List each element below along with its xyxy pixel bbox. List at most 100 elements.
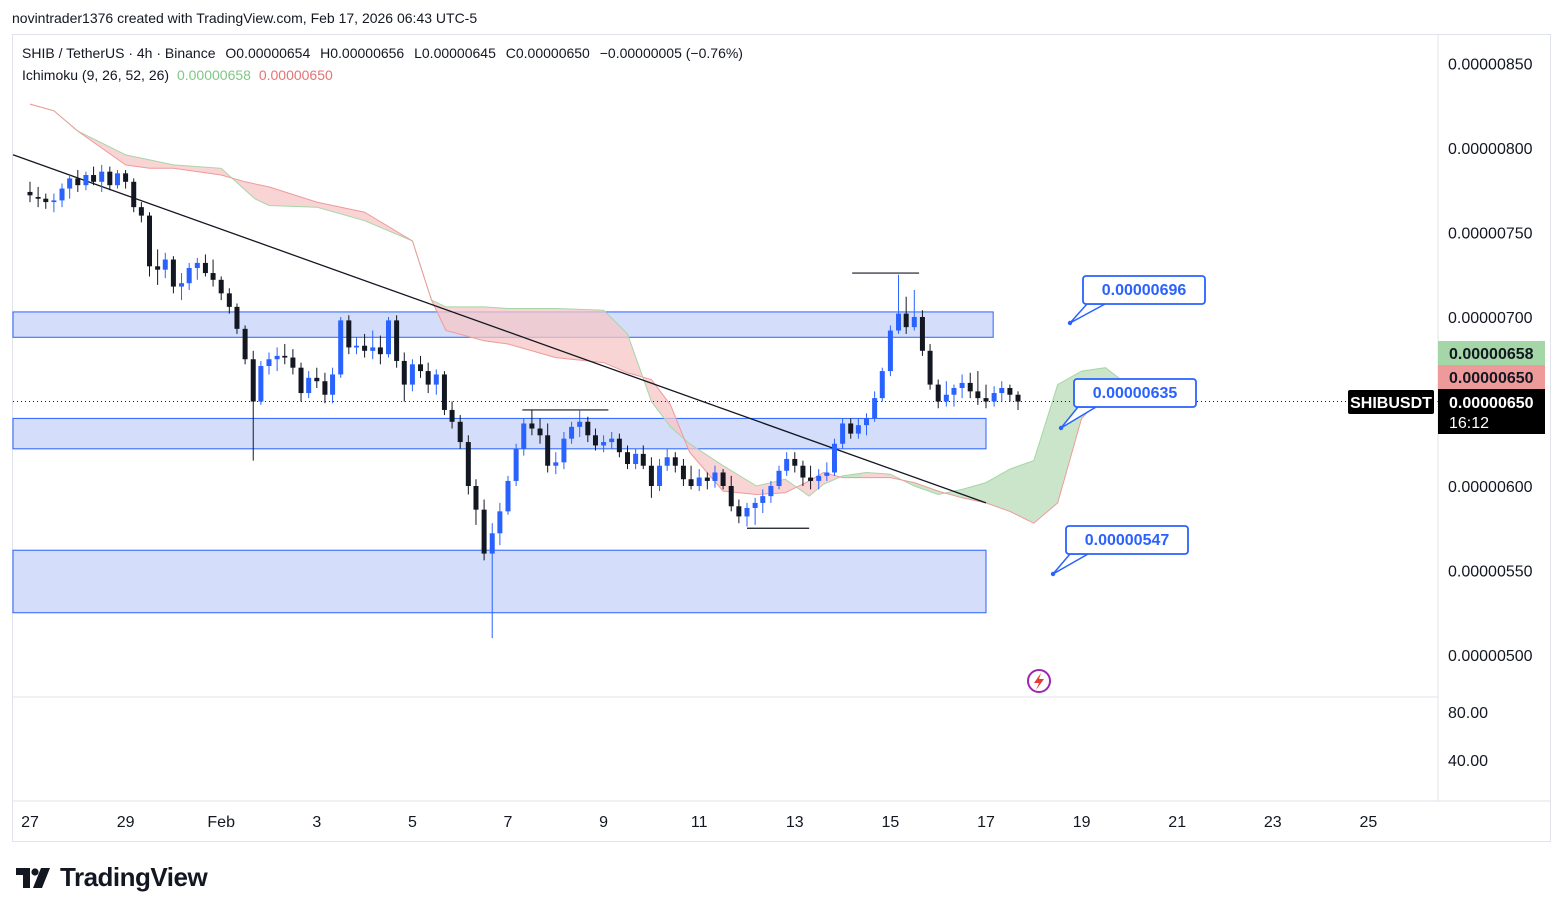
candle[interactable] <box>250 350 256 461</box>
candle[interactable] <box>640 445 646 470</box>
candle[interactable] <box>202 254 208 277</box>
candle[interactable] <box>377 335 383 365</box>
candle[interactable] <box>903 296 909 334</box>
candle[interactable] <box>975 371 981 405</box>
candle[interactable] <box>672 452 678 473</box>
candle[interactable] <box>274 347 280 372</box>
candle[interactable] <box>298 362 304 402</box>
candle[interactable] <box>290 349 296 375</box>
candle[interactable] <box>592 428 598 451</box>
candle[interactable] <box>864 413 869 436</box>
candle[interactable] <box>808 465 814 490</box>
candle[interactable] <box>338 317 344 378</box>
candle[interactable] <box>935 379 941 409</box>
candle[interactable] <box>386 317 391 358</box>
zone-2[interactable] <box>12 417 987 450</box>
candle[interactable] <box>394 315 400 368</box>
candle[interactable] <box>433 369 439 395</box>
candle[interactable] <box>967 372 973 399</box>
candle[interactable] <box>959 374 965 399</box>
candle[interactable] <box>1007 384 1013 402</box>
candle[interactable] <box>657 458 663 492</box>
candle[interactable] <box>911 289 917 331</box>
candle[interactable] <box>147 212 152 277</box>
candle[interactable] <box>991 386 997 407</box>
candle[interactable] <box>919 310 925 356</box>
candle[interactable] <box>346 315 352 355</box>
candle[interactable] <box>712 465 718 488</box>
candle[interactable] <box>768 480 774 503</box>
candle[interactable] <box>577 409 583 437</box>
candle[interactable] <box>91 166 97 186</box>
candle[interactable] <box>114 169 120 189</box>
candle[interactable] <box>831 438 837 476</box>
candle[interactable] <box>194 257 200 280</box>
candle[interactable] <box>234 303 240 334</box>
candle[interactable] <box>43 193 49 209</box>
candle[interactable] <box>226 288 232 314</box>
candle[interactable] <box>155 249 161 285</box>
candle[interactable] <box>879 367 885 402</box>
candle[interactable] <box>481 499 487 561</box>
price-callout-3[interactable]: 0.00000547 <box>1050 525 1189 577</box>
candle[interactable] <box>744 502 750 527</box>
candle[interactable] <box>210 259 216 287</box>
candle[interactable] <box>728 475 734 512</box>
candle[interactable] <box>896 274 902 334</box>
candle[interactable] <box>887 325 893 377</box>
candle[interactable] <box>465 435 471 495</box>
candle[interactable] <box>282 344 288 365</box>
candle[interactable] <box>449 401 455 429</box>
candle[interactable] <box>35 186 41 208</box>
candle[interactable] <box>633 448 639 470</box>
price-callout-1[interactable]: 0.00000696 <box>1067 275 1206 326</box>
candle[interactable] <box>704 472 710 490</box>
candle[interactable] <box>123 169 129 189</box>
symbol-title[interactable]: SHIB / TetherUS · 4h · Binance <box>22 45 216 61</box>
candle[interactable] <box>330 367 336 404</box>
candle[interactable] <box>425 362 431 394</box>
candle[interactable] <box>569 421 575 444</box>
candle[interactable] <box>218 276 224 301</box>
candle[interactable] <box>776 465 782 490</box>
last-price-tag[interactable]: SHIBUSDT 0.00000650 16:12 <box>1348 389 1545 434</box>
candle[interactable] <box>736 499 742 524</box>
candle[interactable] <box>83 171 89 191</box>
candle[interactable] <box>561 431 567 470</box>
candle[interactable] <box>927 344 933 390</box>
candle[interactable] <box>67 175 73 199</box>
candle[interactable] <box>489 523 495 639</box>
candle[interactable] <box>824 462 830 481</box>
candle[interactable] <box>59 183 65 208</box>
candle[interactable] <box>75 169 81 192</box>
candle[interactable] <box>585 416 591 443</box>
candle[interactable] <box>752 497 758 525</box>
candle[interactable] <box>1015 391 1021 410</box>
candle[interactable] <box>800 460 806 486</box>
candle[interactable] <box>418 355 424 378</box>
candle[interactable] <box>170 256 176 294</box>
candle[interactable] <box>242 325 248 365</box>
candle[interactable] <box>162 252 168 279</box>
candle[interactable] <box>983 384 989 409</box>
candle[interactable] <box>855 418 861 439</box>
indicator-title[interactable]: Ichimoku (9, 26, 52, 26) <box>22 67 170 83</box>
candle[interactable] <box>609 431 615 449</box>
candle[interactable] <box>457 415 463 449</box>
candle[interactable] <box>816 469 822 490</box>
candle[interactable] <box>943 381 949 407</box>
candle[interactable] <box>107 166 113 191</box>
candle[interactable] <box>688 465 694 490</box>
candle[interactable] <box>616 433 622 458</box>
candle[interactable] <box>266 352 272 375</box>
candle[interactable] <box>521 418 527 456</box>
candle[interactable] <box>513 443 519 486</box>
candle[interactable] <box>409 359 415 392</box>
candle[interactable] <box>529 409 535 436</box>
candle[interactable] <box>505 475 511 515</box>
candle[interactable] <box>306 371 312 399</box>
candle[interactable] <box>760 489 766 514</box>
candle[interactable] <box>441 371 447 416</box>
candle[interactable] <box>625 445 630 470</box>
